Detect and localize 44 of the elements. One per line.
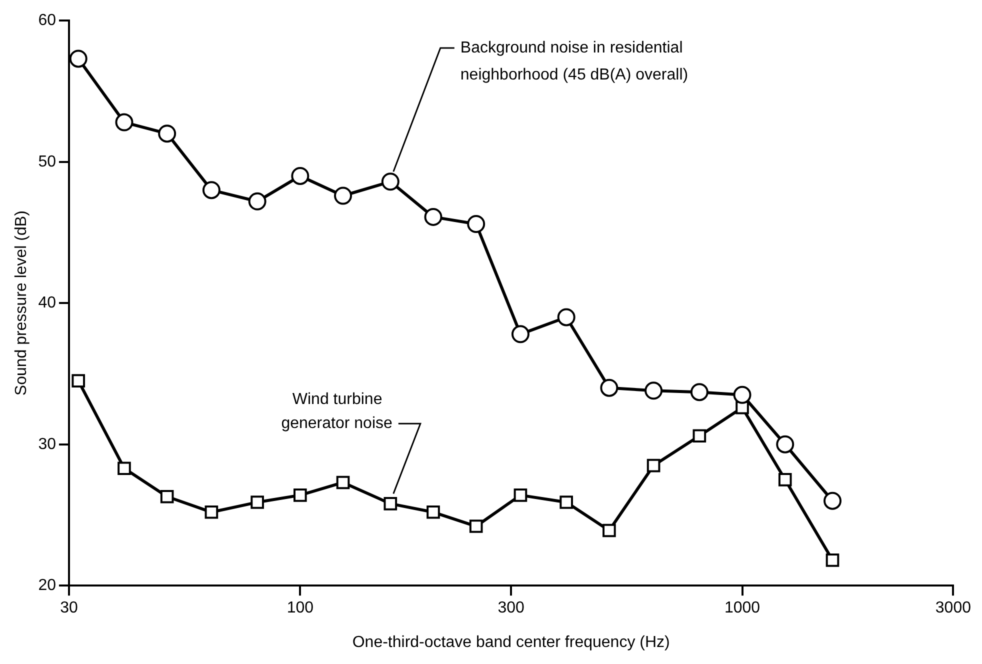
y-tick-label: 20: [38, 577, 56, 594]
y-tick-label: 60: [38, 12, 56, 30]
point: [336, 476, 350, 490]
point: [294, 488, 307, 502]
y-tick-label: 30: [38, 436, 56, 453]
point: [778, 473, 792, 486]
x-axis-title: One-third-octave band center frequency (Hz): [352, 634, 670, 651]
point: [646, 458, 660, 472]
point: [600, 378, 618, 397]
point: [690, 383, 708, 402]
point: [733, 386, 752, 404]
point: [115, 113, 134, 132]
x-tick-label: 3000: [935, 600, 972, 617]
y-tick-label: 50: [38, 153, 56, 170]
point: [204, 505, 218, 519]
x-tick-label: 100: [286, 600, 314, 617]
point: [511, 325, 530, 344]
point: [424, 208, 442, 226]
point: [776, 435, 794, 454]
point: [69, 50, 88, 68]
point: [202, 181, 220, 200]
y-axis-title: Sound pressure level (dB): [13, 210, 30, 396]
y-tick-label: 40: [38, 294, 56, 312]
point: [160, 490, 174, 504]
x-tick-label: 30: [60, 600, 78, 617]
text: Background noise in residential neighborhood (45 dB(A) overall): [460, 39, 688, 84]
point: [602, 524, 616, 538]
x-tick-label: 300: [498, 600, 525, 617]
point: [426, 505, 440, 519]
point: [291, 166, 310, 185]
point: [469, 520, 483, 533]
point: [158, 124, 176, 143]
point: [557, 308, 576, 326]
x-tick-label: 1000: [724, 600, 760, 617]
point: [560, 496, 573, 509]
point: [72, 374, 86, 388]
point: [467, 215, 486, 233]
point: [644, 382, 663, 400]
point: [250, 496, 264, 509]
point: [118, 462, 131, 476]
point: [248, 192, 266, 210]
point: [334, 186, 352, 205]
point: [514, 488, 528, 502]
text: Wind turbine generator noise: [281, 391, 393, 432]
